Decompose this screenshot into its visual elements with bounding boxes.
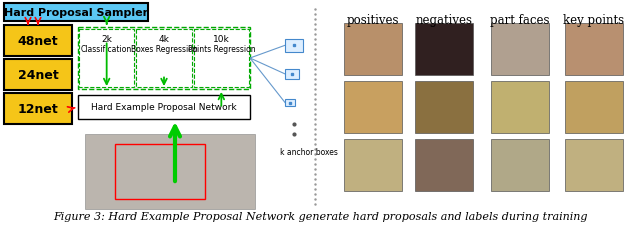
FancyBboxPatch shape bbox=[565, 24, 623, 76]
FancyBboxPatch shape bbox=[136, 30, 191, 88]
Text: 4k: 4k bbox=[159, 35, 170, 44]
Text: 24net: 24net bbox=[18, 69, 58, 82]
FancyBboxPatch shape bbox=[194, 30, 249, 88]
FancyBboxPatch shape bbox=[285, 70, 299, 79]
FancyBboxPatch shape bbox=[415, 139, 473, 191]
FancyBboxPatch shape bbox=[79, 30, 134, 88]
Text: Points Regression: Points Regression bbox=[188, 45, 255, 54]
FancyBboxPatch shape bbox=[491, 24, 549, 76]
FancyBboxPatch shape bbox=[78, 96, 250, 119]
FancyBboxPatch shape bbox=[565, 82, 623, 133]
FancyBboxPatch shape bbox=[4, 94, 72, 124]
Text: Figure 3: Hard Example Proposal Network generate hard proposals and labels durin: Figure 3: Hard Example Proposal Network … bbox=[52, 211, 588, 221]
FancyBboxPatch shape bbox=[4, 60, 72, 91]
FancyBboxPatch shape bbox=[344, 139, 402, 191]
Text: 10k: 10k bbox=[213, 35, 230, 44]
FancyBboxPatch shape bbox=[415, 24, 473, 76]
FancyBboxPatch shape bbox=[285, 100, 295, 106]
FancyBboxPatch shape bbox=[4, 26, 72, 57]
FancyBboxPatch shape bbox=[491, 82, 549, 133]
FancyBboxPatch shape bbox=[285, 40, 303, 52]
Text: 12net: 12net bbox=[18, 103, 58, 116]
Text: part faces: part faces bbox=[490, 14, 550, 27]
FancyBboxPatch shape bbox=[415, 82, 473, 133]
FancyBboxPatch shape bbox=[491, 139, 549, 191]
Text: key points: key points bbox=[563, 14, 625, 27]
FancyBboxPatch shape bbox=[85, 134, 255, 209]
Text: negatives: negatives bbox=[415, 14, 472, 27]
Text: positives: positives bbox=[347, 14, 399, 27]
Text: Hard Proposal Sampler: Hard Proposal Sampler bbox=[4, 8, 148, 18]
Text: Hard Example Proposal Network: Hard Example Proposal Network bbox=[91, 103, 237, 112]
Text: 2k: 2k bbox=[101, 35, 112, 44]
Text: Boxes Regression: Boxes Regression bbox=[131, 45, 197, 54]
FancyBboxPatch shape bbox=[78, 28, 250, 90]
Text: 48net: 48net bbox=[18, 35, 58, 48]
FancyBboxPatch shape bbox=[344, 24, 402, 76]
FancyBboxPatch shape bbox=[565, 139, 623, 191]
Text: k anchor boxes: k anchor boxes bbox=[280, 147, 338, 156]
Text: Classification: Classification bbox=[81, 45, 132, 54]
FancyBboxPatch shape bbox=[4, 4, 148, 22]
FancyBboxPatch shape bbox=[344, 82, 402, 133]
